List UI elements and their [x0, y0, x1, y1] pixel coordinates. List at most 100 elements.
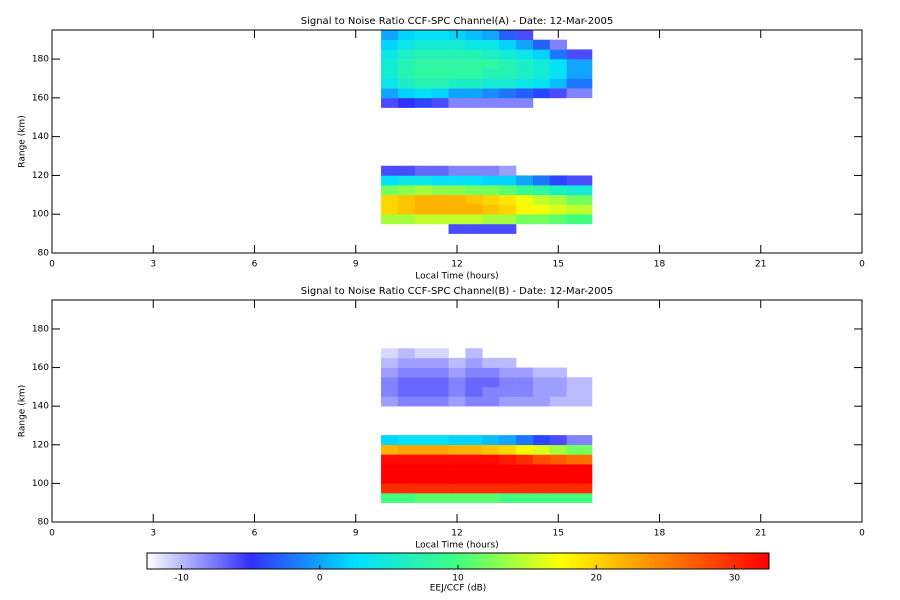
heatmap-cell: [448, 396, 466, 407]
heatmap-cell: [397, 30, 416, 40]
heatmap-cell: [566, 185, 593, 196]
heatmap-cell: [414, 454, 432, 465]
heatmap-cell: [381, 214, 399, 225]
heatmap-cell: [414, 97, 432, 108]
heatmap-cell: [414, 49, 432, 60]
heatmap-cell: [566, 444, 593, 455]
heatmap-cell: [381, 88, 399, 99]
heatmap-cell: [516, 367, 534, 378]
heatmap-cell: [448, 454, 466, 465]
x-tick-label: 0: [49, 529, 55, 539]
heatmap-cell: [381, 194, 399, 205]
heatmap-cell: [431, 39, 449, 50]
heatmap-cell: [532, 435, 551, 446]
heatmap-cell: [549, 377, 567, 388]
heatmap-cell: [532, 483, 551, 494]
heatmap-cell: [482, 223, 500, 234]
y-tick-label: 100: [32, 210, 49, 220]
heatmap-cell: [566, 396, 593, 407]
heatmap-cell: [448, 49, 466, 60]
heatmap-cell: [516, 214, 534, 225]
heatmap-cell: [549, 194, 567, 205]
heatmap-cell: [482, 185, 500, 196]
heatmap-cell: [381, 185, 399, 196]
heatmap-cell: [414, 357, 432, 368]
heatmap-cell: [381, 348, 399, 359]
heatmap-cell: [448, 59, 466, 70]
heatmap-cell: [465, 464, 483, 475]
heatmap-cell: [448, 68, 466, 79]
heatmap-cell: [532, 464, 551, 475]
heatmap-cell: [414, 377, 432, 388]
heatmap-cell: [549, 473, 567, 484]
heatmap-cell: [465, 49, 483, 60]
heatmap-cell: [566, 473, 593, 484]
heatmap-cell: [532, 454, 551, 465]
heatmap-cell: [448, 483, 466, 494]
heatmap-cell: [448, 435, 466, 446]
heatmap-cell: [532, 49, 551, 60]
heatmap-cell: [482, 493, 500, 503]
heatmap-cell: [465, 483, 483, 494]
heatmap-cell: [397, 483, 416, 494]
colorbar-label: EEJ/CCF (dB): [430, 584, 487, 594]
heatmap-cell: [549, 493, 567, 503]
heatmap-cell: [397, 49, 416, 60]
colorbar-tick-label: 30: [729, 574, 741, 584]
x-tick-label: 6: [252, 260, 258, 270]
heatmap-cell: [397, 88, 416, 99]
x-tick-label: 0: [859, 529, 865, 539]
heatmap-cell: [499, 493, 517, 503]
heatmap-cell: [397, 396, 416, 407]
heatmap-cell: [465, 194, 483, 205]
heatmap-cell: [499, 454, 517, 465]
heatmap-cell: [465, 30, 483, 40]
chart-title: Signal to Noise Ratio CCF-SPC Channel(A)…: [301, 16, 613, 27]
heatmap-cell: [381, 454, 399, 465]
heatmap-cell: [566, 49, 593, 60]
heatmap-cell: [397, 165, 416, 176]
heatmap-cell: [414, 493, 432, 503]
heatmap-cell: [397, 386, 416, 397]
heatmap-cell: [397, 185, 416, 196]
heatmap-cell: [465, 454, 483, 465]
heatmap-cell: [414, 214, 432, 225]
heatmap-cell: [516, 464, 534, 475]
heatmap-cell: [549, 39, 567, 50]
heatmap-cell: [499, 68, 517, 79]
heatmap-cell: [431, 483, 449, 494]
y-tick-label: 100: [32, 479, 49, 489]
heatmap-cell: [499, 194, 517, 205]
heatmap-cell: [566, 386, 593, 397]
heatmap-cell: [381, 49, 399, 60]
heatmap-cell: [397, 175, 416, 186]
heatmap-cell: [516, 493, 534, 503]
heatmap-cell: [532, 68, 551, 79]
heatmap-cell: [414, 185, 432, 196]
heatmap-cell: [482, 473, 500, 484]
heatmap-cell: [566, 59, 593, 70]
heatmap-cell: [482, 175, 500, 186]
heatmap-cell: [397, 435, 416, 446]
heatmap-cell: [465, 204, 483, 215]
x-tick-label: 12: [451, 529, 462, 539]
heatmap-cell: [516, 175, 534, 186]
heatmap-cell: [482, 377, 500, 388]
heatmap-cell: [499, 30, 517, 40]
heatmap-cell: [516, 39, 534, 50]
heatmap-cell: [465, 493, 483, 503]
heatmap-cell: [482, 59, 500, 70]
heatmap-cell: [482, 483, 500, 494]
heatmap-cell: [516, 454, 534, 465]
heatmap-cell: [566, 454, 593, 465]
heatmap-cell: [482, 165, 500, 176]
heatmap-cell: [499, 78, 517, 89]
heatmap-cell: [381, 30, 399, 40]
x-tick-label: 9: [353, 260, 359, 270]
x-tick-label: 21: [755, 260, 766, 270]
heatmap-cell: [532, 185, 551, 196]
y-tick-label: 140: [32, 402, 49, 412]
x-tick-label: 15: [553, 260, 564, 270]
heatmap-cell: [381, 464, 399, 475]
heatmap-cell: [431, 386, 449, 397]
